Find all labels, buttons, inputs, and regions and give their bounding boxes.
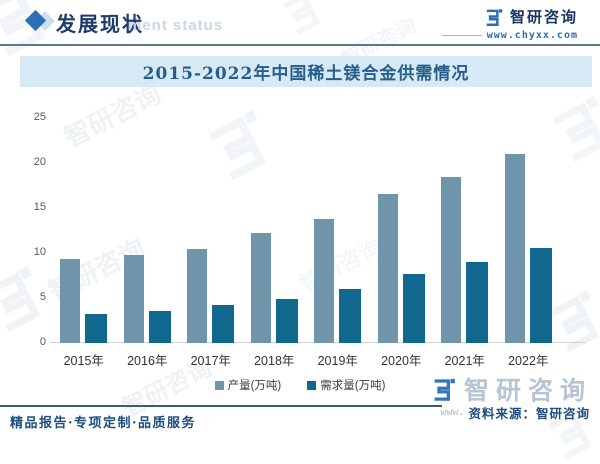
bar-产量(万吨)-2016年 (123, 254, 144, 343)
bar-group-2020年 (370, 118, 434, 343)
chart-legend: 产量(万吨) 需求量(万吨) (0, 377, 600, 393)
x-label-2022年: 2022年 (508, 354, 549, 368)
bar-需求量(万吨)-2016年 (148, 310, 171, 343)
source-row: www. 资料来源：智研咨询 (440, 403, 590, 422)
x-axis-labels: 2015年 2016年 2017年 2018年 2019年 2020年 2021年 2022年 (52, 350, 560, 369)
legend-item-需求量(万吨): 需求量(万吨) (307, 377, 385, 393)
bar-产量(万吨)-2021年 (441, 176, 462, 343)
header-divider (0, 44, 600, 46)
bar-产量(万吨)-2018年 (250, 233, 271, 343)
bar-产量(万吨)-2015年 (60, 259, 81, 343)
y-tick-15: 15 (33, 201, 46, 213)
brand-block: 智研咨询 www.chyxx.com (428, 6, 578, 41)
brand-url[interactable]: www.chyxx.com (486, 30, 578, 41)
bar-产量(万吨)-2022年 (504, 154, 525, 343)
bar-group-2016年 (116, 118, 180, 343)
bar-需求量(万吨)-2015年 (85, 314, 108, 343)
bar-plot-area (52, 118, 560, 343)
y-tick-5: 5 (39, 291, 46, 303)
bar-需求量(万吨)-2018年 (275, 298, 298, 343)
x-label-2021年: 2021年 (444, 354, 485, 368)
bar-需求量(万吨)-2017年 (212, 305, 235, 343)
bar-group-2019年 (306, 118, 370, 343)
chart-title-band: 2015-2022年中国稀土镁合金供需情况 (20, 56, 592, 87)
chart-title: 2015-2022年中国稀土镁合金供需情况 (142, 64, 470, 84)
x-label-2016年: 2016年 (127, 354, 168, 368)
x-label-2018年: 2018年 (254, 354, 295, 368)
section-title: 发展现状 (56, 12, 144, 36)
bar-group-2022年 (497, 118, 561, 343)
brand-divider-line (441, 35, 482, 36)
bar-产量(万吨)-2020年 (377, 193, 398, 343)
diamond-icon (24, 9, 60, 32)
data-source-label: 资料来源：智研咨询 (468, 407, 590, 421)
bar-需求量(万吨)-2020年 (402, 273, 425, 343)
legend-swatch (214, 380, 224, 390)
y-tick-10: 10 (33, 246, 46, 258)
x-label-2015年: 2015年 (63, 354, 104, 368)
footer-brand-lockup: 智研咨询 (431, 371, 592, 407)
brand-name: 智研咨询 (509, 8, 578, 26)
legend-label: 需求量(万吨) (320, 380, 386, 392)
y-tick-0: 0 (39, 336, 46, 348)
section-title-english-watermark: ment status (128, 17, 224, 34)
x-label-2019年: 2019年 (317, 354, 358, 368)
bar-需求量(万吨)-2022年 (529, 247, 552, 343)
legend-label: 产量(万吨) (227, 380, 282, 392)
legend-swatch (307, 380, 317, 390)
page-header: 发展现状 ment status 智研咨询 www.chyxx.com (0, 0, 600, 44)
bar-需求量(万吨)-2021年 (466, 262, 489, 343)
y-tick-25: 25 (33, 111, 46, 123)
bar-group-2015年 (52, 118, 116, 343)
bar-产量(万吨)-2019年 (314, 218, 335, 343)
bar-group-2017年 (179, 118, 243, 343)
x-label-2020年: 2020年 (381, 354, 422, 368)
zhiyan-logo-icon (484, 7, 504, 27)
y-tick-20: 20 (33, 156, 46, 168)
legend-item-产量(万吨): 产量(万吨) (214, 377, 282, 393)
x-label-2017年: 2017年 (190, 354, 231, 368)
footer-tagline: 精品报告·专项定制·品质服务 (10, 416, 197, 431)
footer-divider (0, 405, 442, 407)
bar-group-2021年 (433, 118, 497, 343)
bar-产量(万吨)-2017年 (187, 249, 208, 343)
footer-brand-name: 智研咨询 (463, 376, 592, 405)
bar-需求量(万吨)-2019年 (339, 289, 362, 343)
zhiyan-logo-icon (431, 376, 457, 402)
faded-url-fragment: www. (440, 407, 465, 418)
bar-group-2018年 (243, 118, 307, 343)
